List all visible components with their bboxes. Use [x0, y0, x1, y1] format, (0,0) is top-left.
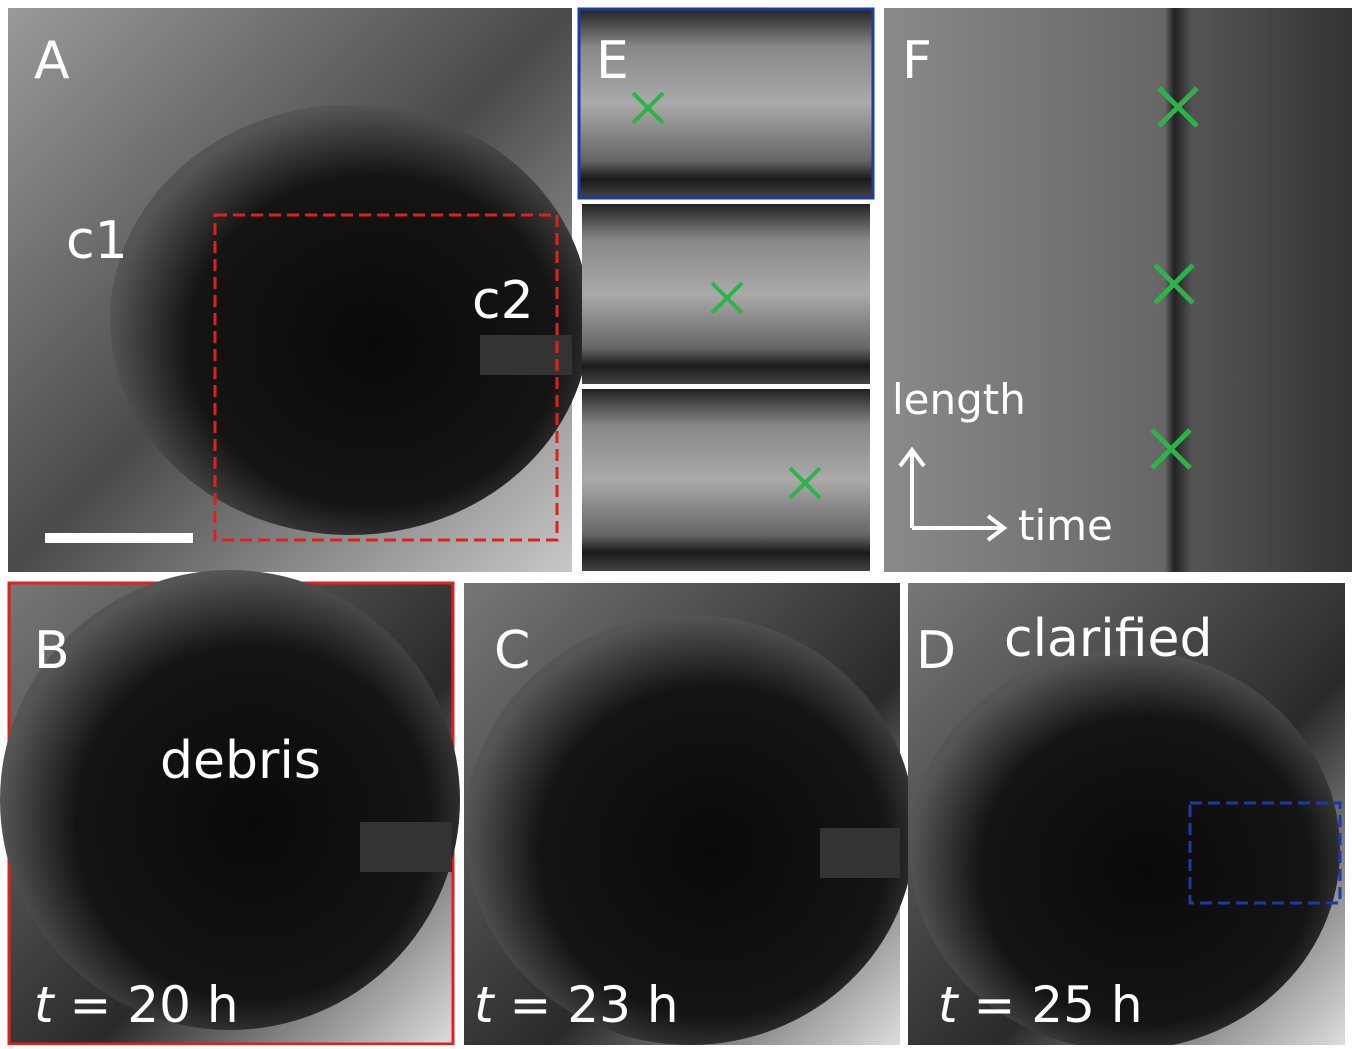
channel — [820, 828, 900, 878]
panel-label: E — [596, 31, 629, 91]
annotation: debris — [160, 731, 321, 791]
blob — [110, 105, 590, 535]
panel-e: E — [577, 7, 875, 571]
axis-label: time — [1018, 501, 1113, 550]
panel-a: A c1 c2 — [8, 8, 590, 572]
panel-label: D — [916, 621, 956, 681]
image — [582, 389, 870, 571]
blob — [0, 570, 460, 1030]
markers — [631, 91, 822, 500]
axes-arrows — [898, 446, 1008, 542]
blob — [910, 650, 1340, 1049]
axis-label: length — [892, 375, 1026, 424]
roi-box — [1188, 801, 1342, 905]
panel-f: F length time — [884, 8, 1352, 572]
panel-label: B — [34, 621, 70, 681]
annotation: clarified — [1004, 609, 1212, 669]
panel-label: A — [34, 31, 70, 91]
blob — [465, 615, 915, 1045]
time-label: t = 25 h — [938, 976, 1143, 1034]
time-label: t = 23 h — [474, 976, 679, 1034]
annotation: c1 — [66, 211, 128, 271]
panel-d: D clarified t = 25 h — [908, 583, 1345, 1049]
panel-label: F — [902, 31, 932, 91]
image — [577, 7, 875, 200]
roi-box — [213, 213, 559, 542]
markers — [1150, 86, 1199, 470]
panel-b: B debris t = 20 h — [0, 570, 460, 1046]
panel-label: C — [494, 621, 530, 681]
image — [884, 8, 1352, 572]
panel-c: C t = 23 h — [464, 583, 915, 1045]
time-label: t = 20 h — [34, 976, 239, 1034]
image — [582, 204, 870, 384]
scale-bar — [45, 533, 193, 543]
channel — [360, 822, 452, 872]
annotation: c2 — [472, 271, 534, 331]
